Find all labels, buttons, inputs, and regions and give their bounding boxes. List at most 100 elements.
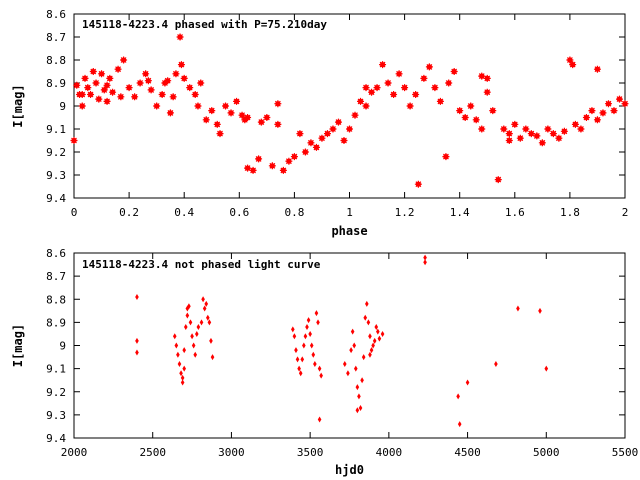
y-tick-label: 9: [59, 340, 66, 353]
x-tick-label: 2: [622, 206, 629, 219]
y-tick-label: 9: [59, 100, 66, 113]
data-point: [361, 354, 366, 361]
data-point: [374, 324, 379, 330]
y-tick-label: 8.9: [46, 316, 66, 329]
data-point: [395, 70, 403, 78]
y-tick-label: 8.9: [46, 77, 66, 90]
data-point: [423, 254, 427, 261]
data-point: [186, 84, 194, 92]
data-point: [206, 314, 210, 321]
y-tick-label: 9.2: [46, 146, 66, 159]
data-point: [401, 84, 409, 92]
data-point: [414, 180, 422, 188]
y-tick-label: 8.7: [46, 31, 66, 44]
y-tick-label: 8.7: [46, 270, 66, 283]
data-point: [87, 91, 95, 98]
data-point: [316, 319, 320, 326]
data-point: [478, 72, 486, 80]
data-point: [369, 347, 374, 354]
data-point: [300, 356, 305, 363]
x-tick-label: 0: [71, 206, 78, 219]
data-point: [294, 347, 298, 354]
data-point: [494, 176, 502, 184]
data-point: [176, 33, 184, 41]
data-point: [274, 120, 282, 128]
data-point: [194, 330, 199, 337]
data-point: [436, 97, 444, 105]
data-point: [144, 77, 152, 85]
chart-title: 145118-4223.4 phased with P=75.210day: [82, 18, 327, 31]
data-point: [180, 74, 188, 82]
data-point: [202, 305, 207, 312]
data-point: [308, 330, 312, 337]
data-point: [566, 56, 574, 64]
x-tick-label: 3500: [297, 446, 324, 459]
data-point: [92, 79, 100, 87]
data-point: [442, 153, 450, 161]
data-point: [103, 81, 111, 89]
data-point: [312, 143, 320, 151]
data-point: [376, 328, 380, 335]
data-point: [70, 137, 78, 144]
data-point: [194, 102, 202, 110]
y-tick-label: 9.2: [46, 386, 66, 399]
data-point: [249, 166, 257, 174]
data-point: [120, 56, 128, 64]
data-point: [187, 303, 191, 310]
data-point: [182, 347, 186, 354]
data-point: [257, 118, 265, 126]
data-point: [538, 139, 546, 147]
data-point: [193, 351, 198, 358]
data-point: [135, 293, 139, 300]
data-point: [296, 130, 304, 138]
data-point: [505, 130, 513, 138]
x-tick-label: 0.6: [229, 206, 249, 219]
data-point: [125, 84, 133, 92]
data-point: [106, 74, 114, 82]
data-point: [599, 109, 607, 117]
data-point: [379, 61, 387, 69]
data-point: [560, 127, 568, 135]
data-point: [196, 324, 201, 330]
x-tick-label: 4500: [454, 446, 481, 459]
data-point: [274, 100, 282, 108]
data-point: [494, 361, 498, 367]
data-point: [191, 342, 196, 349]
data-point: [588, 107, 596, 115]
data-point: [161, 79, 169, 87]
y-tick-label: 8.8: [46, 293, 66, 306]
data-point: [180, 374, 185, 381]
data-point: [431, 84, 439, 92]
data-point: [363, 314, 368, 321]
data-point: [533, 132, 541, 140]
data-point: [461, 114, 469, 121]
data-point: [73, 81, 81, 89]
data-point: [84, 84, 92, 92]
data-point: [191, 91, 199, 98]
data-point: [142, 70, 150, 78]
data-point: [197, 79, 205, 87]
data-point: [555, 134, 563, 142]
data-point: [544, 365, 549, 372]
unphased-light-curve-chart: 2000 2500 3000 3500 4000 4500 5000 5500 8.6 8.7 8.…: [11, 247, 638, 477]
data-point: [478, 125, 486, 133]
data-point: [268, 162, 276, 170]
data-point: [222, 102, 230, 110]
x-axis-label: phase: [331, 224, 367, 238]
data-point: [158, 91, 166, 98]
data-point: [357, 393, 361, 400]
data-point: [204, 300, 209, 307]
data-point: [313, 361, 317, 367]
data-point: [342, 361, 347, 367]
data-point: [340, 137, 348, 144]
chart-title: 145118-4223.4 not phased light curve: [82, 258, 321, 271]
data-point: [147, 86, 155, 94]
data-point: [368, 88, 376, 96]
data-point: [353, 365, 358, 372]
data-point: [183, 324, 188, 330]
data-point: [329, 125, 337, 133]
data-point: [98, 70, 106, 78]
data-point: [371, 342, 375, 349]
y-tick-label: 9.1: [46, 123, 66, 136]
x-tick-label: 1.4: [450, 206, 470, 219]
